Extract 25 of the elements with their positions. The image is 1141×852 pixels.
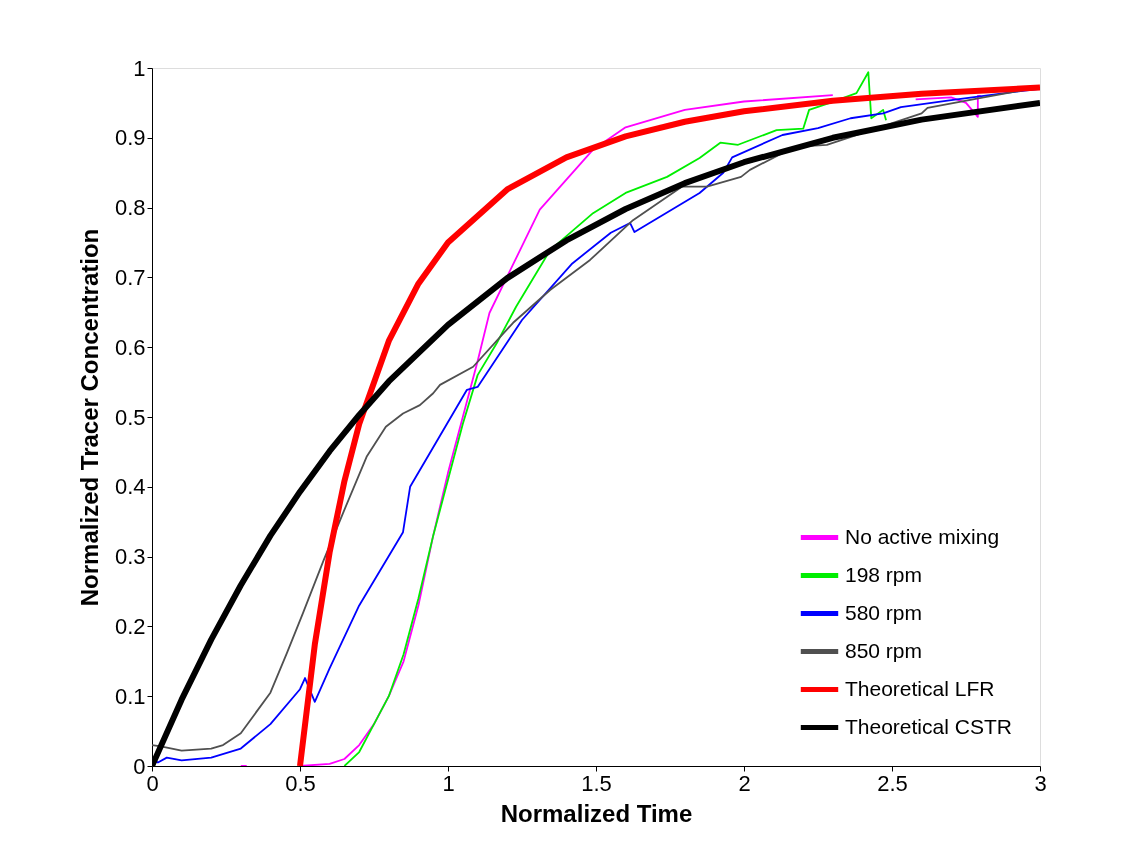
y-tick-label: 0.5 (114, 404, 146, 430)
y-tick-label: 0 (133, 753, 146, 779)
x-tick-label: 3 (1034, 770, 1047, 796)
y-tick-label: 1 (133, 55, 146, 81)
y-axis-title: Normalized Tracer Concentration (75, 228, 103, 607)
y-tick-label: 0.4 (114, 474, 146, 500)
x-tick-label: 2.5 (877, 770, 908, 796)
y-tick-label: 0.1 (114, 683, 146, 709)
legend-label: 198 rpm (845, 562, 923, 586)
x-tick-label: 1 (442, 770, 455, 796)
x-axis-title: Normalized Time (500, 799, 693, 827)
x-tick-label: 2 (738, 770, 751, 796)
x-tick-label: 1.5 (581, 770, 612, 796)
legend-label: Theoretical CSTR (845, 714, 1012, 738)
y-tick-label: 0.3 (114, 544, 146, 570)
y-tick-label: 0.6 (114, 334, 146, 360)
legend-label: 850 rpm (845, 638, 923, 662)
legend-label: No active mixing (845, 524, 1000, 548)
y-tick-label: 0.7 (114, 264, 146, 290)
x-tick-label: 0.5 (285, 770, 316, 796)
legend-label: 580 rpm (845, 600, 923, 624)
legend-label: Theoretical LFR (845, 676, 995, 700)
y-tick-label: 0.2 (114, 613, 146, 639)
y-tick-label: 0.9 (114, 125, 146, 151)
y-tick-label: 0.8 (114, 195, 146, 221)
